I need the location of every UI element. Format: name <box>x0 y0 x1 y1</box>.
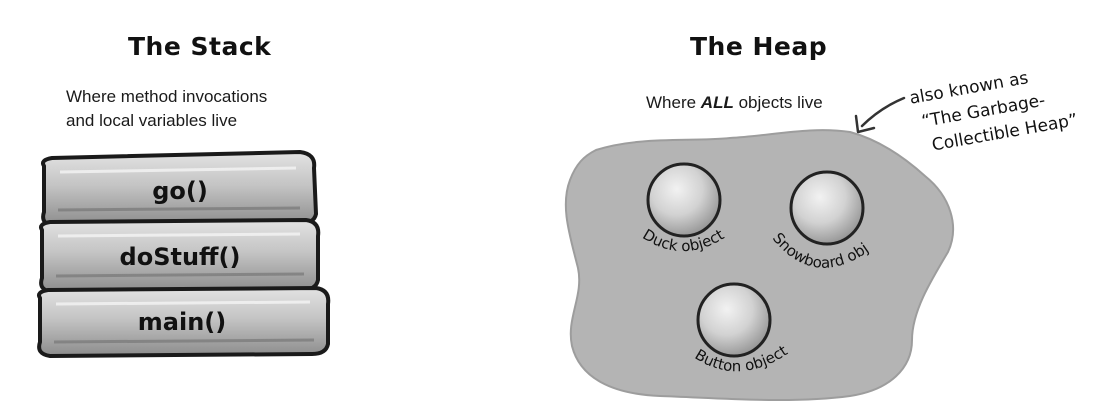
button-object-circle <box>696 282 772 358</box>
stack-subtitle-line-1: Where method invocations <box>66 87 268 106</box>
heap-subtitle-suffix: objects live <box>733 93 823 112</box>
heap-subtitle-emphasis: ALL <box>700 93 734 112</box>
heap-title: The Heap <box>690 32 828 61</box>
stack-frame-main-label: main() <box>138 308 226 336</box>
stack-title: The Stack <box>128 32 272 61</box>
stack-frame-main <box>37 286 331 358</box>
annotation: also known as “The Garbage- Collectible … <box>908 68 1079 155</box>
stack-frame-dostuff-label: doStuff() <box>120 243 241 271</box>
duck-object-circle <box>646 162 722 238</box>
stack-subtitle-line-2: and local variables live <box>66 111 238 130</box>
stack-frame-go-label: go() <box>152 177 208 205</box>
annotation-arrow <box>854 96 906 134</box>
heap-subtitle-prefix: Where <box>646 93 701 112</box>
stack-frame-go <box>41 150 318 228</box>
heap-subtitle: Where ALL objects live <box>646 92 823 114</box>
snowboard-object-circle <box>789 170 865 246</box>
